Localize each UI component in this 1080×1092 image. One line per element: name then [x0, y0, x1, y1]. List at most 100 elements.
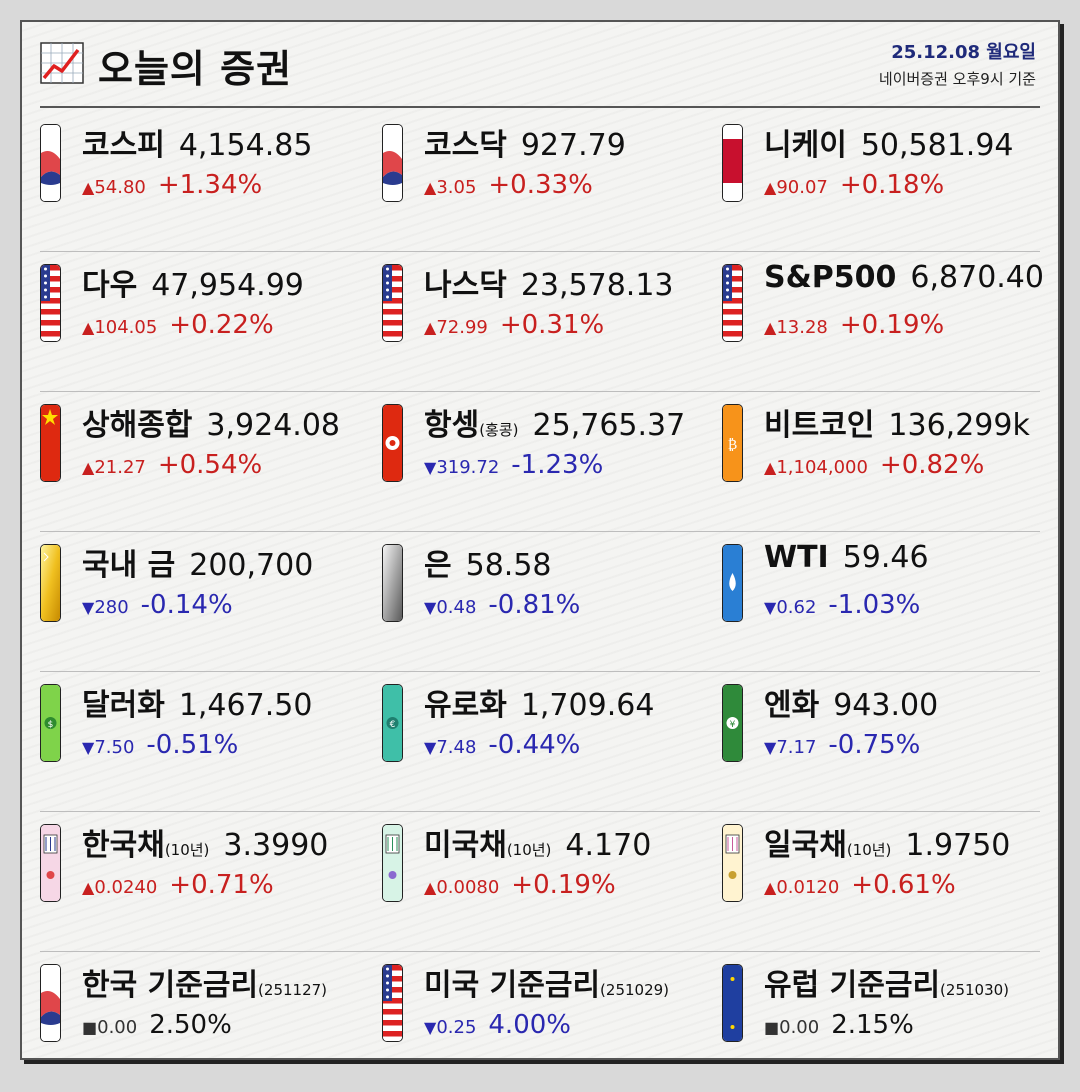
date-label: 25.12.08 월요일: [891, 42, 1036, 63]
change-direction-icon: ▲: [82, 458, 95, 477]
quote-sub-label: (10년): [164, 841, 210, 859]
change-percent: 4.00%: [488, 1010, 571, 1040]
quote-label: 일국채: [764, 828, 847, 863]
quote-sub-label: (251030): [940, 981, 1010, 999]
quote-change: ▲0.0080 +0.19%: [424, 870, 616, 900]
quote-item: 코스피 4,154.85 ▲54.80 +1.34%: [40, 112, 380, 252]
quote-item: ¥ 엔화 943.00 ▼7.17 -0.75%: [722, 672, 1062, 812]
quote-item: ₿ 비트코인 136,299k ▲1,104,000 +0.82%: [722, 392, 1062, 532]
change-amount: 0.0120: [776, 877, 840, 898]
quote-change: ▼0.62 -1.03%: [764, 590, 920, 620]
quote-label: 니케이: [764, 128, 847, 163]
quote-change: ▲90.07 +0.18%: [764, 170, 944, 200]
quote-name: 항셍(홍콩) 25,765.37: [424, 400, 685, 444]
change-percent: 2.15%: [831, 1010, 914, 1040]
quote-price: 1.9750: [905, 828, 1011, 863]
quote-item: 한국채(10년) 3.3990 ▲0.0240 +0.71%: [40, 812, 380, 952]
change-percent: -0.75%: [828, 730, 921, 760]
quote-label: 비트코인: [764, 408, 875, 443]
quote-price: 3.3990: [223, 828, 329, 863]
quote-item: 니케이 50,581.94 ▲90.07 +0.18%: [722, 112, 1062, 252]
quote-change: ■0.00 2.15%: [764, 1010, 914, 1040]
change-amount: 72.99: [436, 317, 488, 338]
change-direction-icon: ▲: [424, 318, 437, 337]
quote-price: 200,700: [189, 548, 314, 583]
quote-sub-label: (10년): [506, 841, 552, 859]
change-amount: 7.48: [436, 737, 477, 758]
quote-price: 1,467.50: [178, 688, 313, 723]
us-flag-icon: [382, 264, 403, 342]
quote-price: 927.79: [520, 128, 626, 163]
svg-text:€: €: [390, 720, 396, 730]
change-amount: 3.05: [436, 177, 477, 198]
change-amount: 0.00: [97, 1017, 138, 1038]
row-divider: [40, 671, 1040, 672]
change-percent: -0.81%: [488, 590, 581, 620]
quote-change: ▼280 -0.14%: [82, 590, 233, 620]
change-amount: 104.05: [94, 317, 158, 338]
quote-item: 일국채(10년) 1.9750 ▲0.0120 +0.61%: [722, 812, 1062, 952]
quote-sub-label: (10년): [846, 841, 892, 859]
quote-price: 47,954.99: [151, 268, 304, 303]
quote-row: 한국 기준금리(251127) ■0.00 2.50% 미국 기준금리(251029)…: [22, 952, 1058, 1092]
quote-change: ▲54.80 +1.34%: [82, 170, 262, 200]
change-direction-icon: ▲: [82, 878, 95, 897]
change-direction-icon: ▼: [764, 738, 777, 757]
change-direction-icon: ▲: [82, 318, 95, 337]
change-percent: +0.19%: [839, 310, 945, 340]
quote-price: 943.00: [833, 688, 939, 723]
quote-change: ▲72.99 +0.31%: [424, 310, 604, 340]
quote-grid: 코스피 4,154.85 ▲54.80 +1.34% 코스닥 927.79 ▲3.05 +0.…: [22, 112, 1058, 1092]
quote-name: 유럽 기준금리(251030): [764, 960, 1009, 1004]
us-flag-icon: [40, 264, 61, 342]
quote-label: 엔화: [764, 688, 820, 723]
quote-price: 6,870.40: [910, 260, 1044, 295]
quote-item: 미국채(10년) 4.170 ▲0.0080 +0.19%: [382, 812, 722, 952]
quote-row: 국내 금 200,700 ▼280 -0.14% 은 58.58 ▼0.48 -0.81% WT…: [22, 532, 1058, 672]
quote-item: 코스닥 927.79 ▲3.05 +0.33%: [382, 112, 722, 252]
source-label: 네이버증권 오후9시 기준: [878, 70, 1036, 88]
quote-change: ▼7.48 -0.44%: [424, 730, 580, 760]
korea-flag-icon: [40, 964, 61, 1042]
change-direction-icon: ■: [764, 1018, 780, 1037]
change-amount: 0.25: [436, 1017, 477, 1038]
quote-price: 25,765.37: [532, 408, 686, 443]
change-direction-icon: ▲: [764, 318, 777, 337]
page-title: 오늘의 증권: [98, 47, 293, 91]
change-percent: +0.18%: [839, 170, 945, 200]
quote-item: 미국 기준금리(251029) ▼0.25 4.00%: [382, 952, 722, 1092]
korea-bond-icon: [40, 824, 61, 902]
change-direction-icon: ▼: [82, 738, 95, 757]
bitcoin-icon: ₿: [722, 404, 743, 482]
quote-price: 23,578.13: [520, 268, 674, 303]
change-direction-icon: ▲: [764, 878, 777, 897]
change-percent: -0.51%: [146, 730, 239, 760]
quote-price: 58.58: [465, 548, 552, 583]
change-percent: -1.03%: [828, 590, 921, 620]
header: 오늘의 증권 25.12.08 월요일 네이버증권 오후9시 기준: [22, 22, 1058, 104]
quote-name: 다우 47,954.99: [82, 260, 304, 304]
quote-change: ▲1,104,000 +0.82%: [764, 450, 984, 480]
quote-name: 은 58.58: [424, 540, 552, 584]
quote-name: 니케이 50,581.94: [764, 120, 1014, 164]
quote-item: WTI 59.46 ▼0.62 -1.03%: [722, 532, 1062, 672]
oil-drop-icon: [722, 544, 743, 622]
quote-label: 유로화: [424, 688, 507, 723]
change-amount: 0.0080: [436, 877, 500, 898]
svg-text:¥: ¥: [730, 720, 736, 730]
quote-label: 상해종합: [82, 408, 193, 443]
quote-change: ■0.00 2.50%: [82, 1010, 232, 1040]
quote-item: 유럽 기준금리(251030) ■0.00 2.15%: [722, 952, 1062, 1092]
quote-item: 한국 기준금리(251127) ■0.00 2.50%: [40, 952, 380, 1092]
quote-label: 나스닥: [424, 268, 507, 303]
quote-price: 50,581.94: [860, 128, 1014, 163]
quote-price: 1,709.64: [520, 688, 655, 723]
quote-name: S&P500 6,870.40: [764, 260, 1044, 295]
quote-item: € 유로화 1,709.64 ▼7.48 -0.44%: [382, 672, 722, 812]
quote-name: 나스닥 23,578.13: [424, 260, 674, 304]
change-direction-icon: ▼: [424, 1018, 437, 1037]
us-flag-icon: [722, 264, 743, 342]
change-direction-icon: ▼: [424, 598, 437, 617]
us-bond-icon: [382, 824, 403, 902]
quote-price: 59.46: [842, 540, 929, 575]
